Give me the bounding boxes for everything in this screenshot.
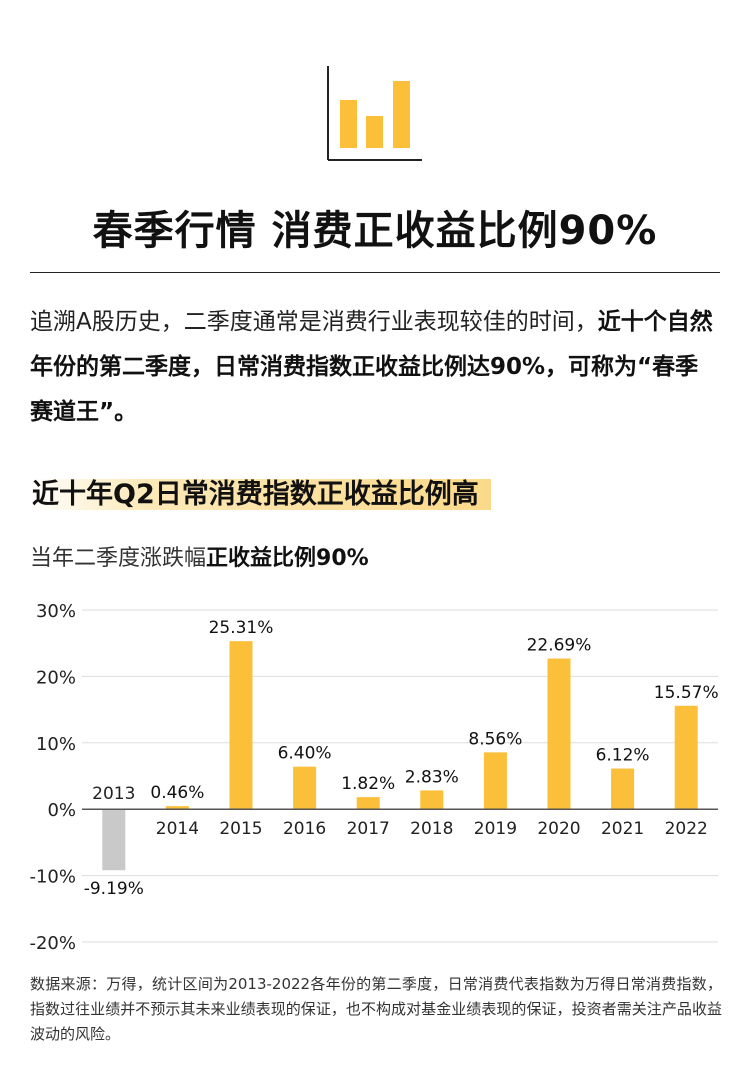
data-label: 25.31%	[209, 618, 274, 638]
x-tick-label: 2020	[537, 819, 580, 839]
bar	[293, 766, 317, 810]
x-tick-label: 2019	[474, 819, 517, 839]
data-label: 6.12%	[596, 746, 650, 766]
bar-chart: 30% 20% 10% 0% -10% -20% -9.19% 2013 0.46% 2014 25…	[29, 601, 719, 954]
y-tick-label: -10%	[29, 867, 76, 888]
chart-subtitle: 当年二季度涨跌幅正收益比例90%	[30, 540, 369, 572]
x-tick-label: 2016	[283, 819, 326, 839]
y-tick-label: 20%	[36, 667, 76, 688]
data-label: 2.83%	[405, 767, 459, 787]
y-tick-label: 10%	[36, 734, 76, 755]
data-label: 15.57%	[654, 683, 719, 703]
y-tick-label: -20%	[29, 933, 76, 954]
x-tick-label: 2021	[601, 819, 644, 839]
bar	[356, 797, 380, 810]
data-label: -9.19%	[84, 879, 144, 899]
bar	[611, 768, 635, 810]
bar	[547, 658, 571, 810]
page-title: 春季行情 消费正收益比例90%	[92, 208, 658, 254]
bar	[420, 790, 444, 810]
intro-paragraph: 追溯A股历史，二季度通常是消费行业表现较佳的时间，近十个自然年份的第二季度，日常…	[30, 300, 720, 435]
data-label: 0.46%	[150, 783, 204, 803]
intro-text: 追溯A股历史，二季度通常是消费行业表现较佳的时间，	[30, 309, 598, 335]
data-source-footnote: 数据来源：万得，统计区间为2013-2022各年份的第二季度，日常消费代表指数为…	[30, 975, 722, 1043]
bar	[483, 752, 507, 810]
chart-subtitle-highlight: 正收益比例90%	[206, 546, 369, 571]
chart-heading-text: 近十年Q2日常消费指数正收益比例高	[30, 479, 491, 510]
x-tick-label: 2017	[347, 819, 390, 839]
bar	[102, 809, 126, 871]
x-tick-label: 2018	[410, 819, 453, 839]
data-label: 22.69%	[527, 636, 592, 656]
x-tick-label: 2022	[665, 819, 708, 839]
y-tick-label: 30%	[36, 601, 76, 622]
intro-highlight: 近十个自然年份的第二季度，日常消费指数正收益比例达90%，可称为“春季赛道王”。	[30, 309, 713, 425]
chart-heading: 近十年Q2日常消费指数正收益比例高	[30, 474, 491, 518]
bar	[165, 806, 189, 810]
bar	[229, 641, 253, 810]
x-tick-label: 2014	[156, 819, 199, 839]
data-label: 6.40%	[278, 744, 332, 764]
title-divider	[30, 272, 720, 273]
chart-subtitle-text: 当年二季度涨跌幅	[30, 546, 207, 571]
data-label: 1.82%	[341, 774, 395, 794]
bar-chart-icon	[327, 66, 422, 161]
y-tick-label: 0%	[47, 800, 76, 821]
x-tick-label: 2013	[92, 784, 135, 804]
bar	[674, 705, 698, 810]
data-label: 8.56%	[468, 729, 522, 749]
x-tick-label: 2015	[219, 819, 262, 839]
